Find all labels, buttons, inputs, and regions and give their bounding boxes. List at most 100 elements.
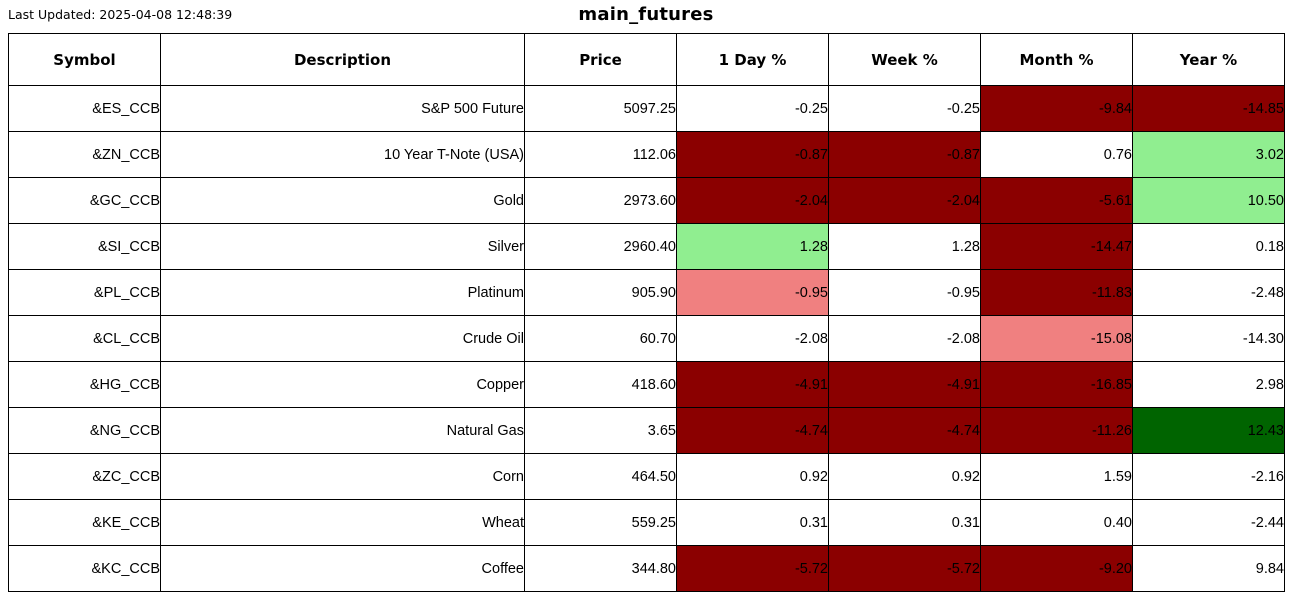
col-header-1day: 1 Day % [676, 33, 829, 86]
month-change-cell: -16.85 [980, 361, 1133, 408]
table-row: &KC_CCB Coffee 344.80 -5.72 -5.72 -9.20 9.84 [8, 545, 1285, 592]
price-cell: 3.65 [524, 407, 677, 454]
week-change-cell: -0.95 [828, 269, 981, 316]
symbol-cell: &KC_CCB [8, 545, 161, 592]
year-change-cell: 10.50 [1132, 177, 1285, 224]
year-change-cell: -2.16 [1132, 453, 1285, 500]
price-cell: 905.90 [524, 269, 677, 316]
year-change-cell: 2.98 [1132, 361, 1285, 408]
symbol-cell: &ZN_CCB [8, 131, 161, 178]
table-row: &CL_CCB Crude Oil 60.70 -2.08 -2.08 -15.08 -14… [8, 315, 1285, 362]
description-cell: Crude Oil [160, 315, 525, 362]
col-header-description: Description [160, 33, 525, 86]
year-change-cell: 3.02 [1132, 131, 1285, 178]
futures-table: Symbol Description Price 1 Day % Week % … [8, 33, 1285, 592]
year-change-cell: 9.84 [1132, 545, 1285, 592]
year-change-cell: -2.44 [1132, 499, 1285, 546]
week-change-cell: -0.87 [828, 131, 981, 178]
week-change-cell: 1.28 [828, 223, 981, 270]
year-change-cell: 0.18 [1132, 223, 1285, 270]
day-change-cell: -2.04 [676, 177, 829, 224]
header-row: Symbol Description Price 1 Day % Week % … [8, 33, 1285, 86]
month-change-cell: 0.76 [980, 131, 1133, 178]
table-row: &ZC_CCB Corn 464.50 0.92 0.92 1.59 -2.16 [8, 453, 1285, 500]
day-change-cell: -2.08 [676, 315, 829, 362]
symbol-cell: &SI_CCB [8, 223, 161, 270]
week-change-cell: 0.92 [828, 453, 981, 500]
table-row: &HG_CCB Copper 418.60 -4.91 -4.91 -16.85 2.98 [8, 361, 1285, 408]
year-change-cell: -14.30 [1132, 315, 1285, 362]
day-change-cell: -0.87 [676, 131, 829, 178]
price-cell: 2960.40 [524, 223, 677, 270]
col-header-week: Week % [828, 33, 981, 86]
month-change-cell: -11.26 [980, 407, 1133, 454]
symbol-cell: &ZC_CCB [8, 453, 161, 500]
price-cell: 60.70 [524, 315, 677, 362]
month-change-cell: -11.83 [980, 269, 1133, 316]
price-cell: 418.60 [524, 361, 677, 408]
day-change-cell: 0.31 [676, 499, 829, 546]
description-cell: Copper [160, 361, 525, 408]
description-cell: Corn [160, 453, 525, 500]
description-cell: Natural Gas [160, 407, 525, 454]
week-change-cell: -2.08 [828, 315, 981, 362]
table-body: &ES_CCB S&P 500 Future 5097.25 -0.25 -0.25 -9… [8, 85, 1285, 592]
table-row: &PL_CCB Platinum 905.90 -0.95 -0.95 -11.83 -2.… [8, 269, 1285, 316]
price-cell: 5097.25 [524, 85, 677, 132]
symbol-cell: &KE_CCB [8, 499, 161, 546]
symbol-cell: &CL_CCB [8, 315, 161, 362]
symbol-cell: &HG_CCB [8, 361, 161, 408]
week-change-cell: -5.72 [828, 545, 981, 592]
topbar: Last Updated: 2025-04-08 12:48:39 main_f… [0, 0, 1292, 33]
week-change-cell: -0.25 [828, 85, 981, 132]
price-cell: 344.80 [524, 545, 677, 592]
month-change-cell: -14.47 [980, 223, 1133, 270]
day-change-cell: -4.91 [676, 361, 829, 408]
last-updated-label: Last Updated: 2025-04-08 12:48:39 [8, 7, 233, 22]
description-cell: Silver [160, 223, 525, 270]
week-change-cell: 0.31 [828, 499, 981, 546]
description-cell: 10 Year T-Note (USA) [160, 131, 525, 178]
month-change-cell: -15.08 [980, 315, 1133, 362]
table-row: &KE_CCB Wheat 559.25 0.31 0.31 0.40 -2.44 [8, 499, 1285, 546]
description-cell: S&P 500 Future [160, 85, 525, 132]
day-change-cell: 1.28 [676, 223, 829, 270]
month-change-cell: 1.59 [980, 453, 1133, 500]
year-change-cell: 12.43 [1132, 407, 1285, 454]
description-cell: Gold [160, 177, 525, 224]
col-header-symbol: Symbol [8, 33, 161, 86]
col-header-month: Month % [980, 33, 1133, 86]
price-cell: 112.06 [524, 131, 677, 178]
day-change-cell: -0.95 [676, 269, 829, 316]
col-header-year: Year % [1132, 33, 1285, 86]
price-cell: 2973.60 [524, 177, 677, 224]
day-change-cell: -5.72 [676, 545, 829, 592]
col-header-price: Price [524, 33, 677, 86]
table-row: &SI_CCB Silver 2960.40 1.28 1.28 -14.47 0.18 [8, 223, 1285, 270]
description-cell: Coffee [160, 545, 525, 592]
symbol-cell: &GC_CCB [8, 177, 161, 224]
table-row: &ZN_CCB 10 Year T-Note (USA) 112.06 -0.87 -0… [8, 131, 1285, 178]
price-cell: 464.50 [524, 453, 677, 500]
table-row: &ES_CCB S&P 500 Future 5097.25 -0.25 -0.25 -9… [8, 85, 1285, 132]
day-change-cell: 0.92 [676, 453, 829, 500]
day-change-cell: -0.25 [676, 85, 829, 132]
symbol-cell: &NG_CCB [8, 407, 161, 454]
month-change-cell: -9.20 [980, 545, 1133, 592]
week-change-cell: -4.91 [828, 361, 981, 408]
description-cell: Wheat [160, 499, 525, 546]
week-change-cell: -2.04 [828, 177, 981, 224]
symbol-cell: &ES_CCB [8, 85, 161, 132]
table-row: &NG_CCB Natural Gas 3.65 -4.74 -4.74 -11.26 12… [8, 407, 1285, 454]
day-change-cell: -4.74 [676, 407, 829, 454]
month-change-cell: -9.84 [980, 85, 1133, 132]
month-change-cell: 0.40 [980, 499, 1133, 546]
year-change-cell: -14.85 [1132, 85, 1285, 132]
year-change-cell: -2.48 [1132, 269, 1285, 316]
page-title: main_futures [578, 4, 714, 25]
price-cell: 559.25 [524, 499, 677, 546]
month-change-cell: -5.61 [980, 177, 1133, 224]
description-cell: Platinum [160, 269, 525, 316]
symbol-cell: &PL_CCB [8, 269, 161, 316]
